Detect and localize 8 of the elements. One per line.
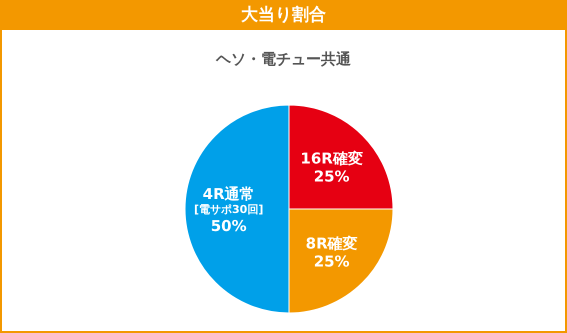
slice-label: 16R確変 xyxy=(300,149,363,168)
slice-label: 4R通常 [電サポ30回] xyxy=(194,185,264,216)
data-label: 25% xyxy=(314,167,350,186)
data-label: 25% xyxy=(314,252,350,271)
chart-subtitle: ヘソ・電チュー共通 xyxy=(214,50,352,69)
slice-label: 8R確変 xyxy=(306,234,358,253)
chart-title: 大当り割合 xyxy=(0,0,567,30)
data-label: 50% xyxy=(210,217,247,235)
